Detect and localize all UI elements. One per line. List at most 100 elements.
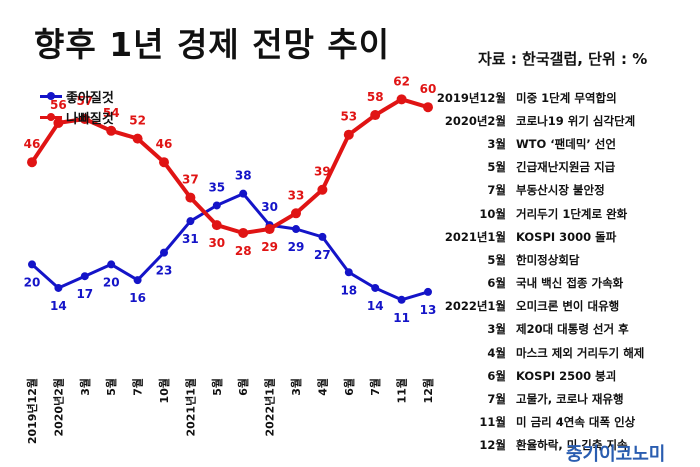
- event-date: 2022년1월: [444, 299, 506, 314]
- data-label: 62: [393, 74, 410, 88]
- data-label: 16: [129, 291, 146, 305]
- data-label: 46: [156, 137, 173, 151]
- event-text: 부동산시장 불안정: [516, 183, 605, 198]
- data-label: 18: [340, 283, 357, 297]
- data-label: 33: [288, 188, 305, 202]
- event-text: 국내 백신 접종 가속화: [516, 276, 624, 291]
- legend-item-bad: 나빠질것: [40, 107, 114, 128]
- data-label: 56: [50, 98, 67, 112]
- event-text: KOSPI 3000 돌파: [516, 229, 617, 244]
- data-point: [318, 232, 327, 241]
- event-date: 7월: [487, 392, 506, 407]
- event-text: 미중 1단계 무역합의: [516, 90, 617, 105]
- data-point: [27, 157, 37, 168]
- event-date: 12월: [479, 438, 506, 453]
- data-label: 31: [182, 232, 199, 246]
- x-tick-label: 3월: [289, 378, 303, 396]
- data-label: 29: [288, 240, 305, 254]
- event-row: 2021년1월 KOSPI 3000 돌파: [430, 225, 700, 248]
- data-label: 29: [261, 240, 278, 254]
- event-text: 제20대 대통령 선거 후: [516, 322, 629, 337]
- data-point: [317, 184, 328, 195]
- data-point: [239, 189, 248, 198]
- x-tick-label: 12월: [421, 378, 435, 403]
- event-text: 거리두기 1단계로 완화: [516, 206, 628, 221]
- x-tick-label: 6월: [236, 378, 250, 396]
- data-point: [186, 217, 195, 226]
- data-label: 28: [235, 244, 252, 258]
- data-point: [424, 287, 432, 296]
- source-note: 자료 : 한국갤럽, 단위 : %: [478, 50, 648, 68]
- event-date: 6월: [487, 276, 506, 291]
- event-date: 6월: [487, 368, 506, 383]
- x-tick-label: 10월: [157, 378, 171, 403]
- event-date: 2019년12월: [436, 90, 506, 105]
- data-point: [159, 157, 169, 168]
- x-tick-label: 3월: [78, 378, 92, 396]
- event-date: 11월: [479, 415, 506, 430]
- event-list: 2019년12월 미중 1단계 무역합의 2020년2월 코로나19 위기 심각단계…: [430, 86, 700, 457]
- data-label: 38: [235, 169, 252, 183]
- event-text: 긴급재난지원금 지급: [516, 160, 616, 175]
- series-line-0: [31, 192, 429, 302]
- data-point: [264, 224, 275, 235]
- event-date: 7월: [487, 183, 506, 198]
- event-row: 2020년2월 코로나19 위기 심각단계: [430, 109, 700, 132]
- event-text: 마스크 제외 거리두기 해제: [516, 345, 645, 360]
- data-label: 30: [261, 200, 278, 214]
- data-point: [371, 283, 380, 292]
- data-label: 46: [24, 137, 41, 151]
- page-title: 향후 1년 경제 전망 추이: [34, 25, 391, 64]
- event-row: 5월 한미정상회담: [430, 248, 700, 271]
- data-label: 14: [50, 299, 67, 313]
- x-tick-label: 6월: [342, 378, 356, 396]
- event-text: 고물가, 코로나 재유행: [516, 392, 624, 407]
- data-point: [291, 208, 301, 219]
- data-point: [238, 227, 249, 238]
- x-tick-label: 11월: [395, 378, 409, 403]
- event-date: 3월: [487, 136, 506, 151]
- data-point: [344, 268, 353, 277]
- event-date: 2020년2월: [444, 113, 506, 128]
- event-date: 10월: [479, 206, 506, 221]
- data-point: [53, 117, 64, 128]
- data-label: 20: [24, 275, 41, 289]
- data-label: 17: [76, 287, 93, 301]
- event-row: 5월 긴급재난지원금 지급: [430, 156, 700, 179]
- data-point: [132, 133, 143, 144]
- data-point: [80, 272, 89, 281]
- data-label: 30: [208, 236, 225, 250]
- legend: 좋아질것 나빠질것: [40, 86, 114, 128]
- x-tick-label: 5월: [210, 378, 224, 396]
- data-point: [292, 225, 300, 234]
- event-row: 3월 제20대 대통령 선거 후: [430, 318, 700, 341]
- data-point: [79, 113, 90, 124]
- data-point: [397, 295, 406, 304]
- data-label: 13: [420, 303, 437, 317]
- data-point: [28, 260, 36, 269]
- data-point: [370, 110, 381, 121]
- data-label: 23: [156, 264, 173, 278]
- x-tick-label: 2019년12월: [25, 378, 39, 444]
- data-label: 60: [420, 82, 437, 96]
- event-date: 2021년1월: [444, 229, 506, 244]
- data-label: 52: [129, 114, 146, 128]
- event-date: 4월: [487, 345, 506, 360]
- event-row: 7월 부동산시장 불안정: [430, 179, 700, 202]
- data-point: [107, 260, 116, 269]
- event-date: 5월: [487, 252, 506, 267]
- x-tick-label: 5월: [104, 378, 118, 396]
- event-text: 미 금리 4연속 대폭 인상: [516, 415, 636, 430]
- event-text: KOSPI 2500 붕괴: [516, 368, 617, 383]
- data-label: 20: [103, 275, 120, 289]
- event-row: 6월 KOSPI 2500 붕괴: [430, 364, 700, 387]
- data-label: 53: [340, 110, 357, 124]
- data-label: 27: [314, 248, 331, 262]
- data-label: 58: [367, 90, 384, 104]
- event-row: 7월 고물가, 코로나 재유행: [430, 387, 700, 410]
- data-point: [106, 125, 117, 136]
- data-point: [133, 276, 142, 285]
- event-row: 6월 국내 백신 접종 가속화: [430, 272, 700, 295]
- data-point: [160, 248, 168, 257]
